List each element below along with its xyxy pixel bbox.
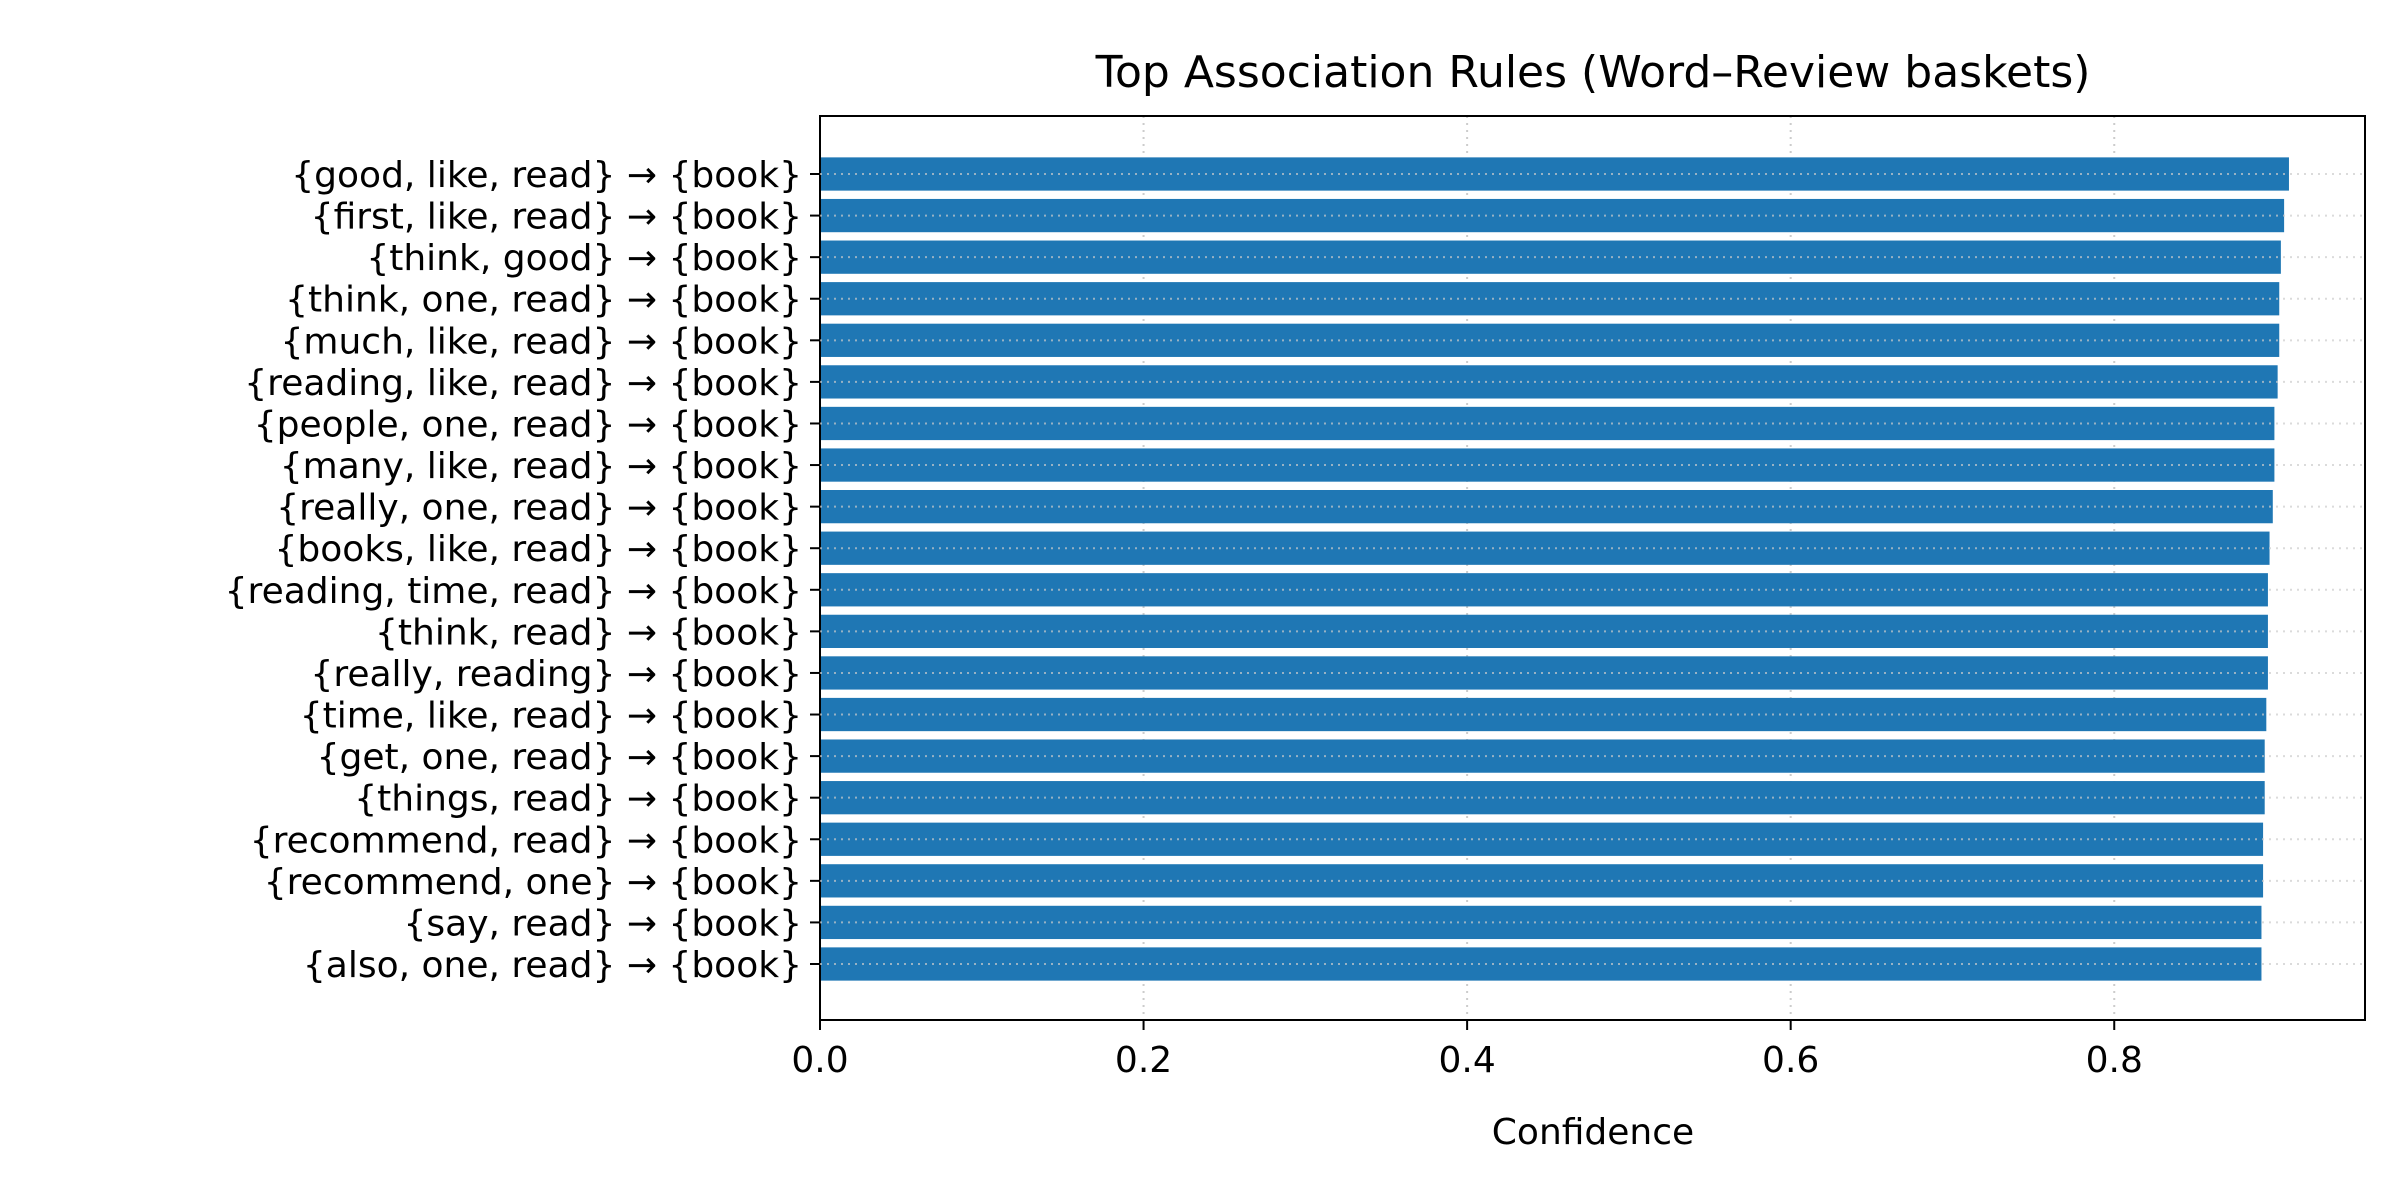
bar	[820, 697, 2267, 732]
bar	[820, 490, 2273, 524]
y-tick-label: {time, like, read} → {book}	[300, 696, 802, 737]
bars	[820, 157, 2289, 981]
plot-frame	[819, 115, 2366, 1021]
bar	[820, 656, 2268, 690]
y-tick-label: {get, one, read} → {book}	[317, 737, 802, 778]
y-tick-label: {recommend, one} → {book}	[264, 862, 802, 903]
bar	[820, 573, 2268, 607]
y-tick-label: {really, one, read} → {book}	[276, 488, 802, 529]
y-tick-label: {people, one, read} → {book}	[254, 404, 802, 445]
x-axis-label: Confidence	[1492, 1112, 1694, 1153]
y-tick-label: {many, like, read} → {book}	[280, 446, 802, 487]
y-tick-label: {also, one, read} → {book}	[303, 945, 802, 986]
y-tick-label: {recommend, read} → {book}	[250, 820, 802, 861]
x-tick-label: 0.4	[1438, 1040, 1495, 1081]
y-tick-label: {think, read} → {book}	[375, 612, 802, 653]
bar	[820, 240, 2281, 274]
x-tick-label: 0.6	[1762, 1040, 1819, 1081]
y-tick-label: {first, like, read} → {book}	[311, 197, 802, 238]
bar	[820, 947, 2262, 981]
y-tick-label: {think, one, read} → {book}	[285, 280, 802, 321]
y-tick-label: {much, like, read} → {book}	[281, 321, 802, 362]
y-tick-label: {good, like, read} → {book}	[291, 155, 802, 196]
x-tick-label: 0.0	[791, 1040, 848, 1081]
y-tick-label: {reading, like, read} → {book}	[244, 363, 802, 404]
bar	[820, 198, 2285, 233]
bar	[820, 157, 2289, 191]
y-tick-label: {say, read} → {book}	[404, 903, 803, 944]
y-tick-label: {really, reading} → {book}	[310, 654, 802, 695]
x-tick-label: 0.8	[2086, 1040, 2143, 1081]
y-tick-label: {think, good} → {book}	[366, 238, 802, 279]
bar	[820, 905, 2262, 940]
bar	[820, 614, 2268, 648]
x-axis: 0.0 0.2 0.4 0.6 0.8	[791, 1020, 2143, 1081]
y-tick-label: {reading, time, read} → {book}	[225, 571, 802, 612]
chart-title: Top Association Rules (Word–Review baske…	[1095, 47, 2091, 98]
y-tick-label: {books, like, read} → {book}	[275, 529, 802, 570]
y-tick-label: {things, read} → {book}	[354, 779, 802, 820]
y-axis: {good, like, read} → {book}{first, like,…	[225, 155, 820, 986]
x-tick-label: 0.2	[1115, 1040, 1172, 1081]
bar	[820, 531, 2270, 565]
